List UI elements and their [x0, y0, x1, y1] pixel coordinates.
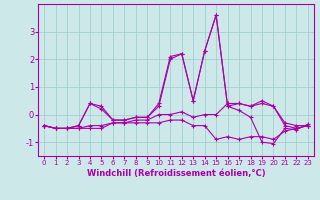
X-axis label: Windchill (Refroidissement éolien,°C): Windchill (Refroidissement éolien,°C): [87, 169, 265, 178]
